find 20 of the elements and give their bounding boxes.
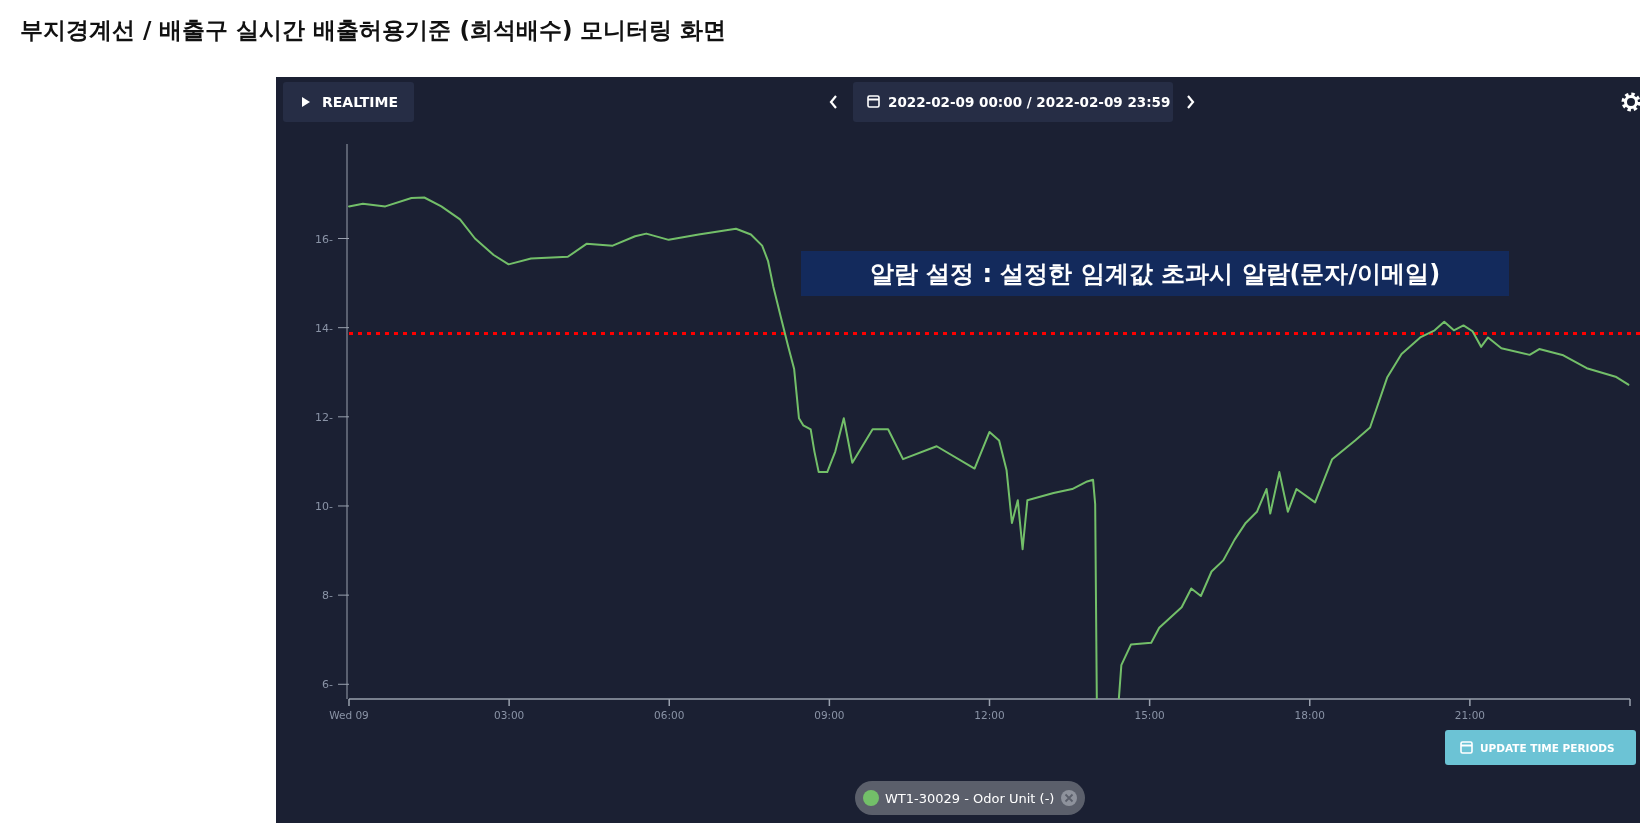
text: REALTIME	[322, 94, 399, 110]
legend-label: WT1-30029 - Odor Unit (-)	[885, 791, 1055, 806]
y-tick-label: 12-	[315, 410, 334, 424]
x-tick-label: 09:00	[814, 709, 845, 721]
x-tick-label: 03:00	[493, 709, 525, 721]
y-tick-label: 8-	[322, 589, 334, 603]
chart-title: 부지경계선 / 배출구 실시간 배출허용기준 (희석배수) 모니터링 화면	[20, 17, 727, 43]
text: 2022-02-09 00:00 / 2022-02-09 23:59	[888, 94, 1171, 110]
text: UPDATE TIME PERIODS	[1480, 742, 1615, 754]
x-tick-label: 15:00	[1134, 709, 1165, 721]
x-tick-label: 21:00	[1454, 709, 1486, 721]
y-tick-label: 10-	[315, 499, 334, 513]
x-tick-label: Wed 09	[329, 709, 369, 721]
y-tick-label: 14-	[315, 321, 334, 335]
y-tick-label: 6-	[322, 678, 334, 692]
annotation: 알람 설정 : 설정한 임계값 초과시 알람(문자/이메일)	[869, 260, 1441, 288]
x-tick-label: 18:00	[1294, 709, 1325, 721]
y-tick-label: 16-	[315, 232, 334, 246]
x-tick-label: 06:00	[654, 709, 685, 721]
x-tick-label: 12:00	[974, 709, 1005, 721]
